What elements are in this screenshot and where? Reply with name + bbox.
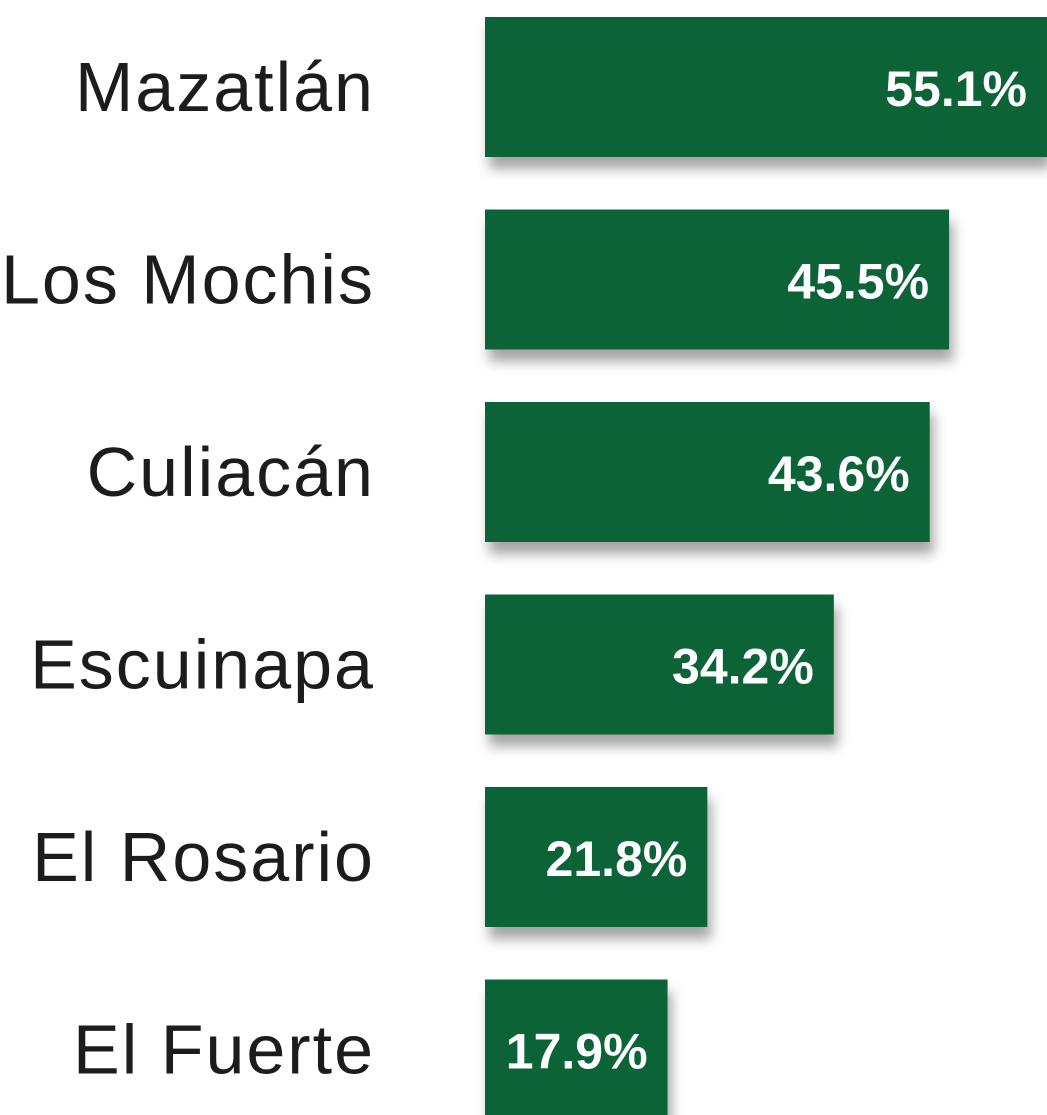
value-label: 45.5% — [787, 254, 929, 310]
bar — [485, 17, 1047, 157]
bar — [485, 979, 668, 1115]
bar — [485, 209, 950, 350]
value-label: 34.2% — [672, 639, 814, 695]
category-label: Escuinapa — [30, 626, 375, 704]
category-label: Culiacán — [87, 433, 375, 511]
value-label: 43.6% — [768, 446, 910, 502]
value-label: 55.1% — [885, 61, 1027, 117]
value-label: 21.8% — [546, 831, 688, 887]
category-label: El Fuerte — [73, 1011, 375, 1089]
bar — [485, 594, 834, 735]
bar — [485, 402, 930, 542]
bar — [485, 787, 708, 927]
category-label: El Rosario — [32, 818, 375, 896]
category-label: Mazatlán — [75, 48, 375, 126]
value-label: 17.9% — [506, 1024, 648, 1080]
category-label: Los Mochis — [1, 241, 375, 319]
